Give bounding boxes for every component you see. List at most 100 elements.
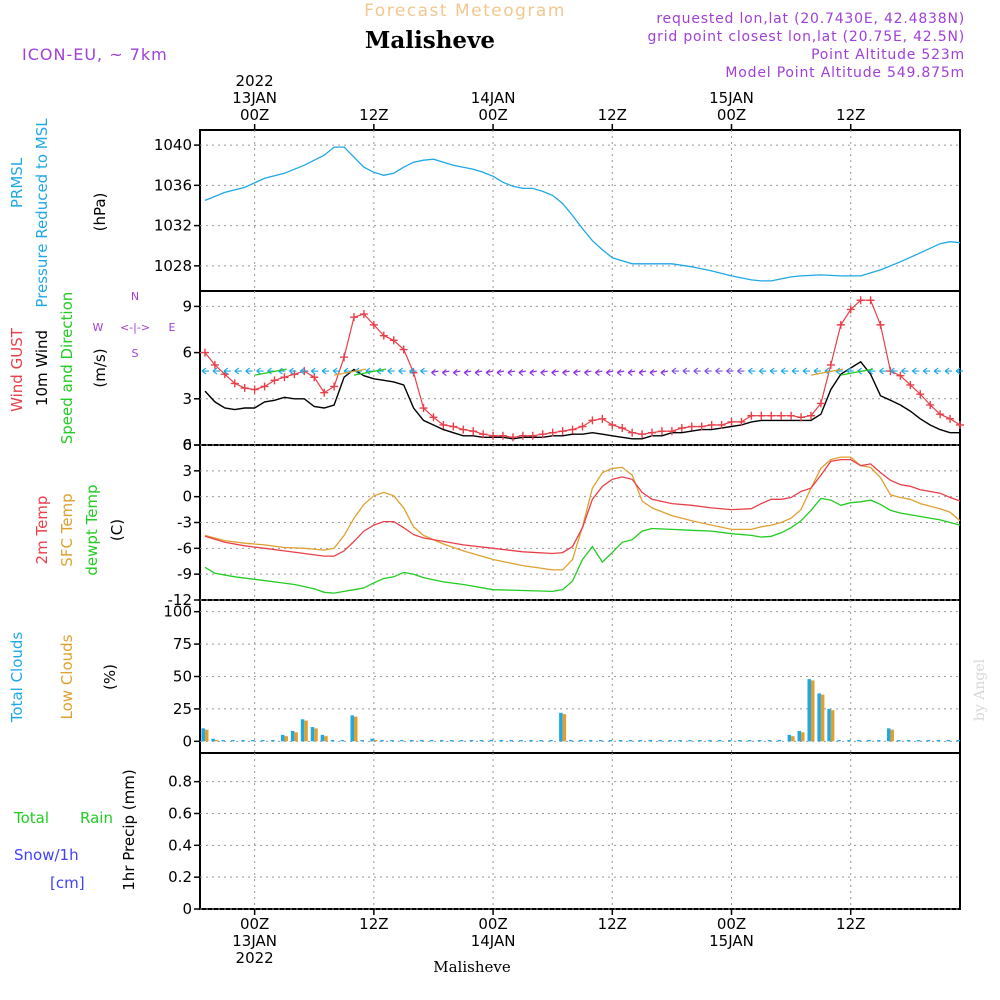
y-tick-label: 0 xyxy=(182,900,192,918)
wind-compass: N S W E <-|-> xyxy=(93,290,176,360)
gust-marker xyxy=(667,427,676,436)
gust-marker xyxy=(528,431,537,440)
bottom-time-label: 12Z xyxy=(359,915,388,933)
gust-marker xyxy=(846,305,855,314)
panel-label-pressure-1: Pressure Reduced to MSL xyxy=(33,118,51,308)
y-tick-label: 3 xyxy=(182,390,192,408)
wind-direction-arrow xyxy=(201,367,209,375)
y-tick-label: 0 xyxy=(182,488,192,506)
gust-marker xyxy=(826,360,835,369)
wind-direction-arrow xyxy=(693,367,701,375)
wind-direction-arrow xyxy=(780,367,789,375)
total-cloud-bar xyxy=(817,693,821,742)
total-cloud-bar xyxy=(718,740,722,742)
total-cloud-bar xyxy=(867,740,871,742)
total-cloud-bar xyxy=(678,740,682,742)
gust-marker xyxy=(568,425,577,434)
total-cloud-bar xyxy=(777,740,782,742)
wind-direction-arrow xyxy=(420,367,428,375)
low-cloud-bar xyxy=(214,740,219,742)
gust-marker xyxy=(419,404,428,413)
top-time-label: 12Z xyxy=(598,106,627,124)
gust-marker xyxy=(349,313,358,322)
low-cloud-bar xyxy=(284,736,288,742)
bottom-time-label: 00Z xyxy=(240,915,269,933)
total-cloud-bar xyxy=(728,740,732,742)
total-cloud-bar xyxy=(688,740,692,742)
gust-marker xyxy=(956,420,964,429)
total-cloud-bar xyxy=(956,740,960,742)
gust-marker xyxy=(459,425,468,434)
total-cloud-bar xyxy=(708,740,712,742)
wind-direction-arrow xyxy=(496,369,505,377)
wind-direction-arrow xyxy=(452,369,461,377)
gust-marker xyxy=(449,422,458,431)
gust-marker xyxy=(359,310,368,319)
total-cloud-bar xyxy=(668,740,672,742)
gust-marker xyxy=(548,428,557,437)
total-cloud-bar xyxy=(807,679,811,742)
wind-direction-arrow xyxy=(758,367,767,375)
total-cloud-bar xyxy=(588,740,593,742)
wind-direction-arrow xyxy=(442,369,450,377)
total-cloud-bar xyxy=(936,740,941,742)
top-time-label: 13JAN xyxy=(232,89,277,107)
gust-marker xyxy=(489,431,498,440)
gust-marker xyxy=(369,320,378,329)
wind-direction-arrow xyxy=(879,367,887,375)
bottom-time-label: 13JAN xyxy=(232,932,277,950)
total-cloud-bar xyxy=(211,738,215,742)
gust-marker xyxy=(320,388,329,397)
footer-station: Malisheve xyxy=(433,958,511,976)
y-tick-label: 9 xyxy=(182,297,192,315)
wind-direction-arrow xyxy=(387,367,395,375)
bottom-time-label: 2022 xyxy=(236,949,274,967)
gust-marker xyxy=(787,411,796,420)
total-cloud-bar xyxy=(569,740,573,742)
y-tick-label: 0 xyxy=(182,732,192,750)
total-cloud-bar xyxy=(797,730,802,742)
total-cloud-bar xyxy=(290,730,295,742)
gust-marker xyxy=(618,424,627,433)
gust-marker xyxy=(310,373,319,382)
grid-point-coords: grid point closest lon,lat (20.75E, 42.5… xyxy=(648,29,966,45)
total-cloud-bar xyxy=(757,740,762,742)
wind-direction-arrow xyxy=(627,369,636,377)
wind-direction-arrow xyxy=(605,369,614,377)
gust-marker xyxy=(389,336,398,345)
wind-direction-arrow xyxy=(584,369,592,377)
total-cloud-bar xyxy=(400,740,404,742)
total-cloud-bar xyxy=(906,740,911,742)
wind-direction-arrow xyxy=(353,368,387,376)
total-cloud-bar xyxy=(767,740,772,742)
compass-east: E xyxy=(169,321,176,334)
panel-label-clouds-1: Low Clouds xyxy=(58,634,76,719)
y-tick-label: 6 xyxy=(182,344,192,362)
wind-direction-arrow xyxy=(769,367,778,375)
top-time-label: 00Z xyxy=(240,106,269,124)
wind-direction-arrow xyxy=(933,367,942,375)
wind-direction-arrow xyxy=(911,367,920,375)
wind-direction-arrow xyxy=(529,369,537,377)
total-cloud-bar xyxy=(578,740,583,742)
total-cloud-bar xyxy=(747,740,752,742)
sfc-temp-line xyxy=(204,456,961,571)
gust-marker xyxy=(906,380,915,389)
total-cloud-bar xyxy=(857,740,861,742)
gust-marker xyxy=(608,420,617,429)
panel-label-pressure-0: PRMSL xyxy=(8,157,26,208)
total-cloud-bar xyxy=(449,740,454,742)
low-cloud-bar xyxy=(304,720,308,742)
wind-direction-arrow xyxy=(409,367,417,375)
wind-direction-arrow xyxy=(649,369,658,377)
total-cloud-bar xyxy=(539,740,543,742)
gust-marker xyxy=(508,433,517,442)
gust-marker xyxy=(876,320,885,329)
total-cloud-bar xyxy=(350,715,354,742)
gust-marker xyxy=(677,424,686,433)
temp-2m-line xyxy=(204,458,961,557)
panel-label-wind-0: Wind GUST xyxy=(8,327,26,412)
total-cloud-bar xyxy=(459,740,464,742)
compass-arrows: <-|-> xyxy=(120,321,150,334)
